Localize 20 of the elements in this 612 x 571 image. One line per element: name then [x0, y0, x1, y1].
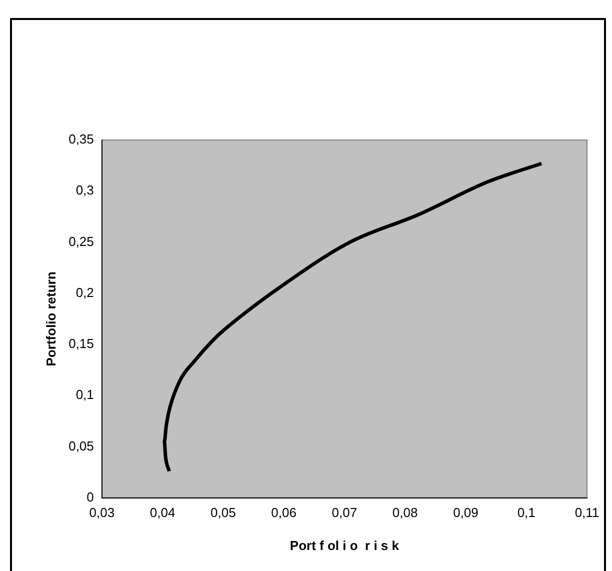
y-tick-label: 0,25	[68, 234, 94, 249]
y-axis-title: Portfolio return	[43, 272, 58, 366]
y-tick-label: 0	[86, 489, 94, 504]
y-tick-label: 0,35	[68, 132, 94, 147]
x-tick-label: 0,08	[392, 505, 418, 520]
x-tick-label: 0,1	[517, 505, 536, 520]
y-tick-label: 0,05	[68, 438, 94, 454]
x-tick-label: 0,05	[210, 505, 236, 520]
x-tick-label: 0,03	[89, 505, 115, 520]
x-tick-label: 0,11	[574, 505, 600, 520]
line-series	[162, 162, 544, 473]
y-tick-label: 0,1	[76, 387, 94, 402]
y-tick-label: 0,3	[76, 182, 94, 198]
x-tick-label: 0,09	[453, 505, 478, 520]
x-tick-label: 0,04	[150, 505, 176, 520]
x-tick-label: 0,06	[271, 505, 296, 520]
x-axis-title: Port f ol i o r i s k	[290, 538, 400, 553]
y-tick-label: 0,2	[76, 284, 94, 300]
y-tick-label: 0,15	[68, 336, 94, 352]
x-tick-label: 0,07	[332, 505, 358, 520]
